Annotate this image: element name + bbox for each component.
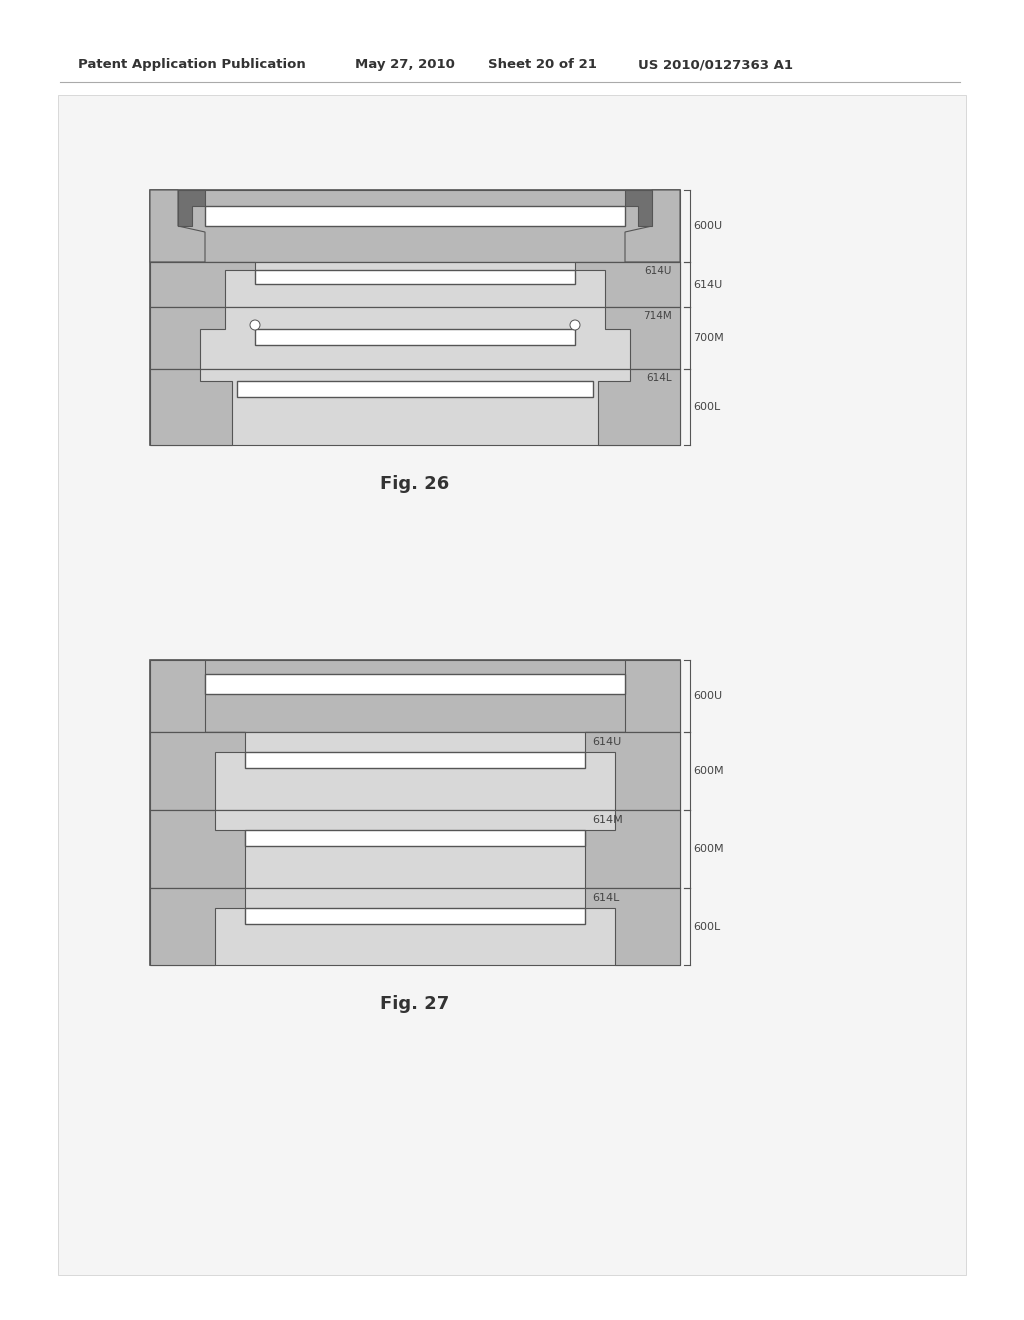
Polygon shape: [150, 810, 245, 888]
Text: 614U: 614U: [693, 280, 722, 289]
Text: 614M: 614M: [592, 814, 623, 825]
Bar: [150, 190, 680, 445]
Bar: [245, 752, 585, 768]
Polygon shape: [585, 810, 680, 888]
Bar: [150, 190, 680, 261]
Bar: [205, 675, 625, 694]
Text: 614L: 614L: [646, 374, 672, 383]
Bar: [237, 381, 593, 397]
Bar: [150, 370, 680, 445]
Bar: [245, 830, 585, 846]
Text: 612U: 612U: [291, 755, 319, 766]
Text: 612L: 612L: [291, 911, 318, 921]
Polygon shape: [150, 190, 205, 261]
Bar: [150, 810, 680, 888]
Circle shape: [250, 319, 260, 330]
Text: 614U: 614U: [645, 267, 672, 276]
Text: 600M: 600M: [693, 766, 724, 776]
Text: 600L: 600L: [693, 403, 720, 412]
Text: Fig. 26: Fig. 26: [380, 475, 450, 492]
Polygon shape: [150, 660, 245, 733]
Polygon shape: [605, 308, 680, 370]
Text: May 27, 2010: May 27, 2010: [355, 58, 455, 71]
Bar: [150, 660, 680, 733]
Polygon shape: [150, 888, 245, 965]
Text: 600L: 600L: [693, 921, 720, 932]
Bar: [255, 271, 575, 284]
Text: Sheet 20 of 21: Sheet 20 of 21: [488, 58, 597, 71]
Bar: [205, 206, 625, 226]
Polygon shape: [585, 733, 680, 810]
Bar: [150, 660, 680, 965]
Polygon shape: [150, 261, 255, 308]
Text: 614U: 614U: [592, 737, 622, 747]
Polygon shape: [585, 660, 680, 733]
Polygon shape: [150, 370, 232, 445]
Text: Fig. 27: Fig. 27: [380, 995, 450, 1012]
Text: 612M: 612M: [290, 833, 321, 843]
Text: 700M: 700M: [693, 333, 724, 343]
Bar: [255, 329, 575, 345]
Bar: [245, 908, 585, 924]
Bar: [150, 888, 680, 965]
Text: 600U: 600U: [693, 220, 722, 231]
Text: 714M: 714M: [643, 312, 672, 321]
Text: 614L: 614L: [592, 894, 620, 903]
Circle shape: [570, 319, 580, 330]
Polygon shape: [585, 888, 680, 965]
Polygon shape: [150, 733, 245, 810]
Bar: [150, 261, 680, 308]
Text: 600M: 600M: [693, 843, 724, 854]
Polygon shape: [598, 370, 680, 445]
Text: US 2010/0127363 A1: US 2010/0127363 A1: [638, 58, 793, 71]
Bar: [150, 308, 680, 370]
Bar: [150, 733, 680, 810]
Polygon shape: [575, 261, 680, 308]
Polygon shape: [178, 190, 205, 226]
Polygon shape: [625, 190, 680, 261]
Text: 600U: 600U: [693, 690, 722, 701]
Text: Patent Application Publication: Patent Application Publication: [78, 58, 306, 71]
Bar: [58, 95, 966, 1275]
Polygon shape: [150, 308, 225, 370]
Polygon shape: [625, 190, 652, 226]
